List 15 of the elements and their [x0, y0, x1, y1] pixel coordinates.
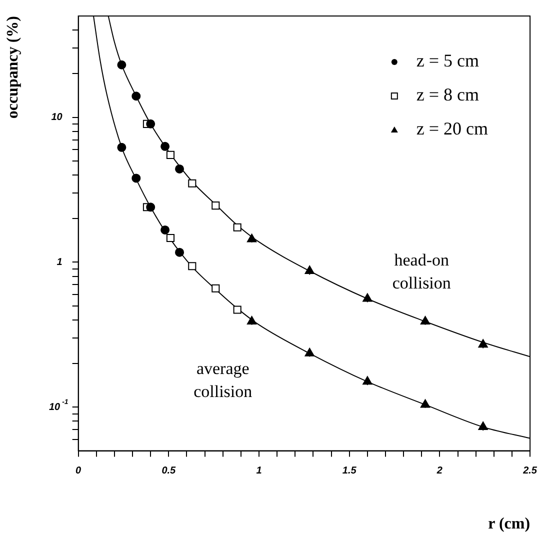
x-tick-label: 2.5 — [522, 466, 538, 477]
x-tick-label: 0 — [76, 466, 82, 477]
x-axis-title: r (cm) — [488, 516, 530, 533]
annotation: average collision — [194, 359, 253, 402]
y-tick-label: 10 — [51, 112, 63, 124]
legend-label: z = 8 cm — [416, 84, 480, 105]
x-tick-label: 1.5 — [342, 466, 357, 477]
y-axis-title: occupancy (%) — [4, 16, 22, 119]
x-tick-label: 2 — [436, 466, 443, 477]
annotation: head-on collision — [392, 250, 452, 292]
legend-label: z = 20 cm — [416, 118, 488, 139]
x-tick-label: 1 — [256, 466, 262, 477]
y-tick-label: 1 — [56, 256, 63, 268]
x-tick-label: 0.5 — [162, 466, 176, 477]
legend-label: z = 5 cm — [416, 50, 480, 71]
